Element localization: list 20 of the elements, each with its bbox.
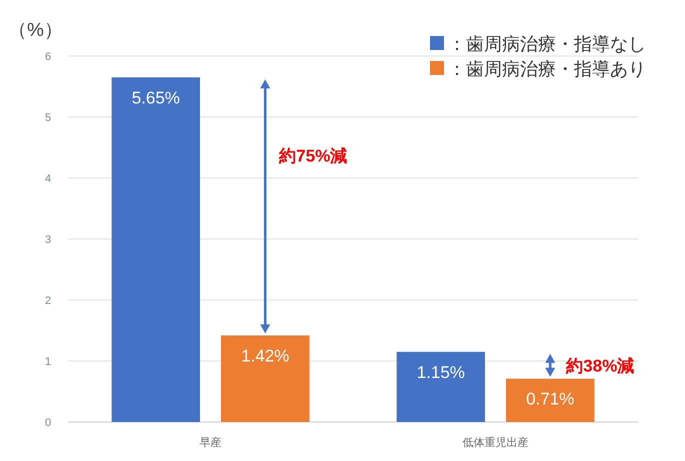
data-label: 5.65%	[132, 88, 180, 108]
y-tick-label: 1	[44, 356, 52, 368]
x-tick-label: 低体重児出産	[462, 436, 528, 449]
y-axis-title: （%）	[8, 20, 63, 41]
y-tick-label: 6	[44, 51, 52, 63]
data-label: 1.42%	[241, 346, 290, 366]
y-tick-label: 0	[44, 417, 52, 429]
y-tick-label: 5	[44, 112, 52, 124]
data-label: 1.15%	[416, 362, 465, 382]
bar	[506, 378, 594, 422]
y-tick-label: 4	[44, 173, 52, 185]
annotation: 約75%減	[278, 146, 348, 166]
y-tick-label: 2	[44, 295, 52, 307]
bar	[221, 335, 310, 422]
data-label: 0.71%	[526, 390, 574, 409]
bar	[112, 77, 200, 422]
x-tick-label: 早産	[200, 436, 222, 449]
y-tick-label: 3	[44, 234, 52, 246]
bar	[396, 352, 485, 422]
annotation: 約38%減	[565, 356, 634, 376]
